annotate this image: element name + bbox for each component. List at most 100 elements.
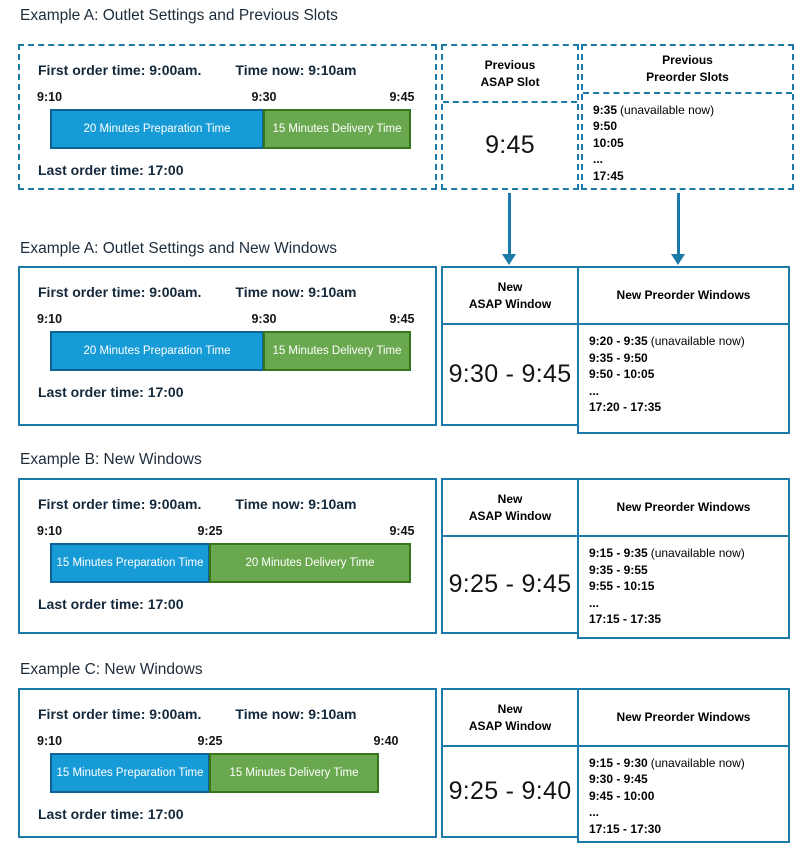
slot-note: (unavailable now) <box>650 546 745 560</box>
asap-header-line1: New <box>497 279 523 294</box>
preorder-column: Previous Preorder Slots 9:35 (unavailable… <box>581 44 794 190</box>
slot-time: 10:05 <box>593 135 624 150</box>
tick-mid: 9:30 <box>251 90 277 104</box>
outlet-settings-box: First order time: 9:00am. Time now: 9:10… <box>18 44 437 190</box>
timeline-ticks: 9:10 9:25 9:45 <box>37 524 415 543</box>
time-now-label: Time now: 9:10am <box>235 496 357 512</box>
list-item: 9:50 - 10:05 <box>589 366 784 383</box>
asap-header-line2: ASAP Slot <box>480 74 540 89</box>
preorder-header: Previous Preorder Slots <box>583 46 792 94</box>
section-example-b: First order time: 9:00am. Time now: 9:10… <box>18 478 790 639</box>
tick-end: 9:45 <box>389 312 415 326</box>
tick-mid: 9:25 <box>197 524 223 538</box>
section-example-a-previous: First order time: 9:00am. Time now: 9:10… <box>18 44 794 190</box>
slot-time: 9:35 - 9:55 <box>589 562 648 577</box>
slot-time: 9:20 - 9:35 <box>589 334 648 348</box>
timeline-bars: 15 Minutes Preparation Time 20 Minutes D… <box>50 543 412 583</box>
asap-header-line1: Previous <box>484 57 536 72</box>
arrow-tail <box>507 193 511 254</box>
asap-column: New ASAP Window 9:25 - 9:45 <box>441 478 579 634</box>
preorder-list: 9:20 - 9:35 (unavailable now) 9:35 - 9:50… <box>579 325 788 432</box>
arrow-tail <box>676 193 680 254</box>
slot-time: 9:15 - 9:35 <box>589 546 648 560</box>
timeline-bars: 20 Minutes Preparation Time 15 Minutes D… <box>50 331 412 371</box>
flow-arrow-asap <box>502 193 516 265</box>
tick-mid: 9:30 <box>251 312 277 326</box>
list-item: 9:15 - 9:30 (unavailable now) <box>589 755 784 772</box>
asap-header-line1: New <box>497 491 523 506</box>
slot-time: 9:35 <box>593 102 618 117</box>
timeline: 9:10 9:25 9:45 15 Minutes Preparation Ti… <box>37 524 415 583</box>
list-item: ... <box>589 383 784 400</box>
preorder-header-line2: Preorder Slots <box>646 69 729 84</box>
preparation-bar: 20 Minutes Preparation Time <box>50 331 264 371</box>
preorder-column: New Preorder Windows 9:20 - 9:35 (unavail… <box>577 266 790 434</box>
preorder-header: New Preorder Windows <box>579 480 788 537</box>
preorder-list: 9:35 (unavailable now) 9:50 10:05 ... 17:… <box>583 94 792 189</box>
delivery-bar: 15 Minutes Delivery Time <box>263 331 411 371</box>
asap-column: Previous ASAP Slot 9:45 <box>441 44 579 190</box>
delivery-bar: 20 Minutes Delivery Time <box>209 543 411 583</box>
last-order-time-label: Last order time: 17:00 <box>38 384 184 400</box>
first-order-time-label: First order time: 9:00am. <box>38 62 202 78</box>
outlet-settings-box: First order time: 9:00am. Time now: 9:10… <box>18 266 437 426</box>
asap-column: New ASAP Window 9:30 - 9:45 <box>441 266 579 426</box>
slot-time: 17:15 - 17:35 <box>589 612 662 626</box>
delivery-bar: 15 Minutes Delivery Time <box>263 109 411 149</box>
timeline: 9:10 9:30 9:45 20 Minutes Preparation Ti… <box>37 90 415 149</box>
preparation-bar: 15 Minutes Preparation Time <box>50 753 210 793</box>
tick-start: 9:10 <box>37 312 63 326</box>
last-order-time-label: Last order time: 17:00 <box>38 162 184 178</box>
timeline-ticks: 9:10 9:30 9:45 <box>37 312 415 331</box>
slot-time: ... <box>589 383 600 398</box>
slot-time: ... <box>593 152 604 166</box>
list-item: 9:45 - 10:00 <box>589 788 784 805</box>
first-order-time-label: First order time: 9:00am. <box>38 284 202 300</box>
list-item: 9:55 - 10:15 <box>589 578 784 595</box>
section-title: Example C: New Windows <box>20 661 203 678</box>
tick-start: 9:10 <box>37 734 63 748</box>
asap-header: New ASAP Window <box>443 268 577 325</box>
time-now-label: Time now: 9:10am <box>235 284 357 300</box>
outlet-settings-row: First order time: 9:00am. Time now: 9:10… <box>38 706 419 722</box>
slot-time: 17:15 - 17:30 <box>589 821 662 836</box>
list-item: ... <box>589 804 784 821</box>
list-item: 17:45 <box>593 168 788 185</box>
slot-time: ... <box>589 595 600 610</box>
timeline-bars: 20 Minutes Preparation Time 15 Minutes D… <box>50 109 412 149</box>
outlet-settings-box: First order time: 9:00am. Time now: 9:10… <box>18 688 437 838</box>
asap-header-line2: ASAP Window <box>468 296 552 311</box>
slot-time: 9:15 - 9:30 <box>589 755 648 770</box>
list-item: 9:50 <box>593 118 788 135</box>
last-order-time-label: Last order time: 17:00 <box>38 596 184 612</box>
list-item: 9:20 - 9:35 (unavailable now) <box>589 333 784 350</box>
preorder-header-line1: Previous <box>662 52 713 67</box>
section-title: Example B: New Windows <box>20 451 202 468</box>
timeline-ticks: 9:10 9:25 9:40 <box>37 734 412 753</box>
tick-end: 9:45 <box>389 524 415 538</box>
list-item: 17:15 - 17:30 <box>589 821 784 838</box>
preorder-list: 9:15 - 9:30 (unavailable now) 9:30 - 9:45… <box>579 747 788 842</box>
section-title: Example A: Outlet Settings and New Windo… <box>20 240 338 257</box>
tick-mid: 9:25 <box>197 734 223 748</box>
preorder-list: 9:15 - 9:35 (unavailable now) 9:35 - 9:55… <box>579 537 788 637</box>
asap-header: New ASAP Window <box>443 690 577 747</box>
preparation-bar: 15 Minutes Preparation Time <box>50 543 210 583</box>
preorder-column: New Preorder Windows 9:15 - 9:30 (unavail… <box>577 688 790 843</box>
timeline: 9:10 9:25 9:40 15 Minutes Preparation Ti… <box>37 734 412 793</box>
list-item: 9:15 - 9:35 (unavailable now) <box>589 545 784 562</box>
slot-time: 17:20 - 17:35 <box>589 400 662 414</box>
slot-time: ... <box>589 805 600 819</box>
slot-time: 9:50 - 10:05 <box>589 367 655 381</box>
list-item: 10:05 <box>593 135 788 152</box>
preorder-header: New Preorder Windows <box>579 690 788 747</box>
preorder-header-line1: New Preorder Windows <box>616 709 751 724</box>
first-order-time-label: First order time: 9:00am. <box>38 496 202 512</box>
slot-note: (unavailable now) <box>620 102 715 117</box>
tick-start: 9:10 <box>37 90 63 104</box>
slot-time: 9:45 - 10:00 <box>589 788 655 803</box>
preorder-header-line1: New Preorder Windows <box>616 288 751 303</box>
time-now-label: Time now: 9:10am <box>235 706 357 722</box>
asap-header-line2: ASAP Window <box>468 508 552 523</box>
